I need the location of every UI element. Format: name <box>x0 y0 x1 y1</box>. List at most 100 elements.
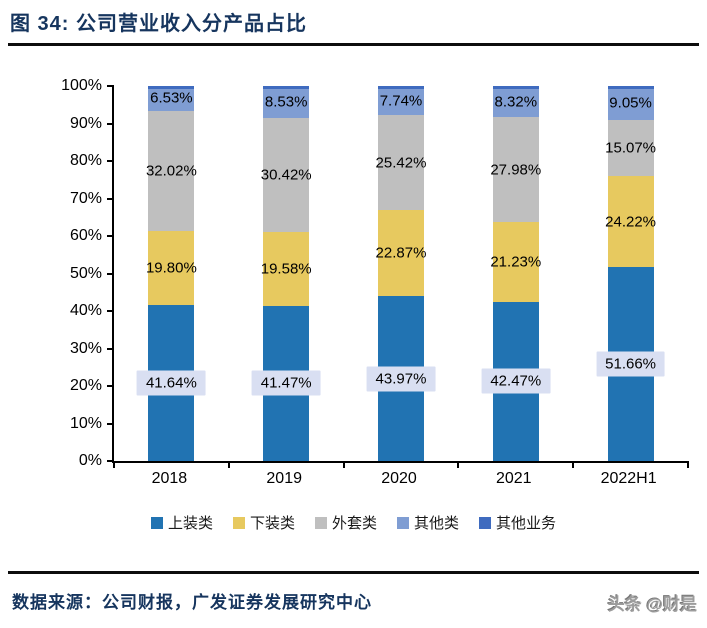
legend-label: 上装类 <box>167 515 213 532</box>
stacked-bar-2020: 43.97% 22.87% 25.42% 7.74% <box>366 86 436 461</box>
legend-item-外套类: 外套类 <box>314 512 377 533</box>
bar-segment-外套类 <box>607 119 654 177</box>
data-label-上装类: 41.47% <box>251 370 321 396</box>
data-label-下装类: 22.87% <box>375 244 427 262</box>
stacked-bar-2022H1: 51.66% 24.22% 15.07% 9.05% <box>596 86 666 461</box>
bar-segment-其他类 <box>377 86 424 116</box>
stacked-bar-2019: 41.47% 19.58% 30.42% 8.53% <box>251 86 321 461</box>
y-axis-tick-label: 0% <box>78 452 102 469</box>
y-axis-tick-mark <box>107 160 114 162</box>
y-axis-tick-mark <box>107 197 114 200</box>
bar-segment-其他业务 <box>492 86 539 89</box>
data-label-上装类: 42.47% <box>481 368 551 394</box>
y-axis-tick-label: 30% <box>69 339 102 357</box>
y-axis-tick-mark <box>107 347 114 350</box>
watermark-text: 头条 @财是 <box>607 595 697 614</box>
stacked-bar-chart: 100% 90% 80% 70% 60% 50% 40% 30% 20% 10% 0% 41.64%… <box>61 77 689 469</box>
legend-item-下装类: 下装类 <box>232 512 295 533</box>
bar-segment-其他类 <box>492 86 539 118</box>
legend-swatch-icon <box>397 516 409 529</box>
bar-segment-下装类 <box>377 210 424 297</box>
y-axis-tick-mark <box>107 460 114 462</box>
bar-segment-下装类 <box>492 222 539 302</box>
legend-swatch-icon <box>150 516 163 529</box>
legend-item-其他类: 其他类 <box>397 512 459 533</box>
y-axis-tick-mark <box>107 122 114 125</box>
bar-segment-其他业务 <box>263 86 310 89</box>
y-axis-tick-mark <box>107 272 114 275</box>
y-axis-tick-label: 20% <box>69 377 102 394</box>
data-label-外套类: 15.07% <box>605 139 657 157</box>
bar-segment-其他类 <box>148 86 195 111</box>
legend-item-其他业务: 其他业务 <box>479 512 556 533</box>
bar-slot-2020: 43.97% 22.87% 25.42% 7.74% <box>344 86 459 461</box>
legend-swatch-icon <box>479 516 492 529</box>
data-label-其他类: 8.32% <box>494 93 538 111</box>
x-axis-tick-mark <box>457 461 460 468</box>
bar-slot-2018: 41.64% 19.80% 32.02% 6.53% <box>114 86 229 461</box>
bar-segment-其他类 <box>607 86 654 120</box>
x-axis-tick-mark <box>342 461 345 468</box>
bar-segment-外套类 <box>148 110 195 231</box>
y-axis-tick-label: 40% <box>69 302 102 319</box>
y-axis-tick-mark <box>107 422 114 425</box>
bar-segment-外套类 <box>263 118 310 233</box>
bar-segment-下装类 <box>148 230 195 305</box>
data-label-外套类: 25.42% <box>375 154 427 172</box>
legend-label: 外套类 <box>331 515 377 532</box>
bar-segment-其他业务 <box>607 86 654 89</box>
y-axis-tick-label: 90% <box>69 114 102 132</box>
data-label-其他类: 8.53% <box>264 93 308 111</box>
data-label-外套类: 30.42% <box>260 166 312 184</box>
bar-segment-其他类 <box>263 86 310 118</box>
bar-slot-2021: 42.47% 21.23% 27.98% 8.32% <box>458 86 573 461</box>
y-axis-tick-mark <box>107 310 114 312</box>
data-label-其他类: 9.05% <box>609 94 652 112</box>
data-label-其他类: 6.53% <box>150 89 193 107</box>
figure-title: 图 34: 公司营业收入分产品占比 <box>10 13 308 35</box>
bar-segment-外套类 <box>377 115 424 211</box>
y-axis-tick-label: 80% <box>69 152 102 169</box>
title-divider <box>8 43 699 46</box>
bar-segment-其他业务 <box>377 86 424 89</box>
footer-divider <box>8 571 699 574</box>
x-axis-category-label: 2020 <box>381 470 417 487</box>
legend-swatch-icon <box>314 516 327 529</box>
y-axis-tick-label: 100% <box>61 77 102 94</box>
x-axis-tick-mark <box>113 461 115 468</box>
legend-label: 其他业务 <box>496 515 557 532</box>
bar-slot-2019: 41.47% 19.58% 30.42% 8.53% <box>229 86 344 461</box>
x-axis-tick-mark <box>687 461 689 468</box>
y-axis-tick-mark <box>107 385 114 387</box>
bar-segment-其他业务 <box>148 86 195 89</box>
bar-slot-2022H1: 51.66% 24.22% 15.07% 9.05% <box>573 86 688 461</box>
data-label-下装类: 19.80% <box>145 259 197 277</box>
data-label-外套类: 32.02% <box>145 162 197 180</box>
y-axis-tick-mark <box>107 85 114 87</box>
data-label-下装类: 24.22% <box>605 213 657 231</box>
data-label-上装类: 43.97% <box>366 366 436 392</box>
bar-segment-下装类 <box>607 176 654 268</box>
bar-segment-外套类 <box>492 117 539 223</box>
data-label-下装类: 19.58% <box>260 260 312 278</box>
data-label-上装类: 41.64% <box>136 370 206 396</box>
y-axis-tick-label: 10% <box>69 414 102 432</box>
data-label-下装类: 21.23% <box>490 253 542 271</box>
x-axis-category-label: 2019 <box>266 470 302 487</box>
x-axis-tick-mark <box>572 461 575 468</box>
legend-label: 下装类 <box>249 515 295 532</box>
y-axis-tick-mark <box>107 235 114 237</box>
legend-item-上装类: 上装类 <box>150 512 213 533</box>
data-source-text: 数据来源：公司财报，广发证券发展研究中心 <box>12 593 372 612</box>
x-axis-category-label: 2018 <box>151 470 188 487</box>
y-axis-tick-label: 70% <box>69 189 102 207</box>
x-axis-category-labels: 2018 2019 2020 2021 2022H1 <box>112 470 686 490</box>
data-label-上装类: 51.66% <box>596 351 666 377</box>
legend-label: 其他类 <box>414 515 460 532</box>
chart-legend: 上装类 下装类 外套类 其他类 其他业务 <box>0 512 707 533</box>
bar-segment-下装类 <box>263 232 310 306</box>
stacked-bar-2018: 41.64% 19.80% 32.02% 6.53% <box>136 86 206 461</box>
data-label-外套类: 27.98% <box>490 161 542 179</box>
x-axis-category-label: 2022H1 <box>600 470 657 487</box>
